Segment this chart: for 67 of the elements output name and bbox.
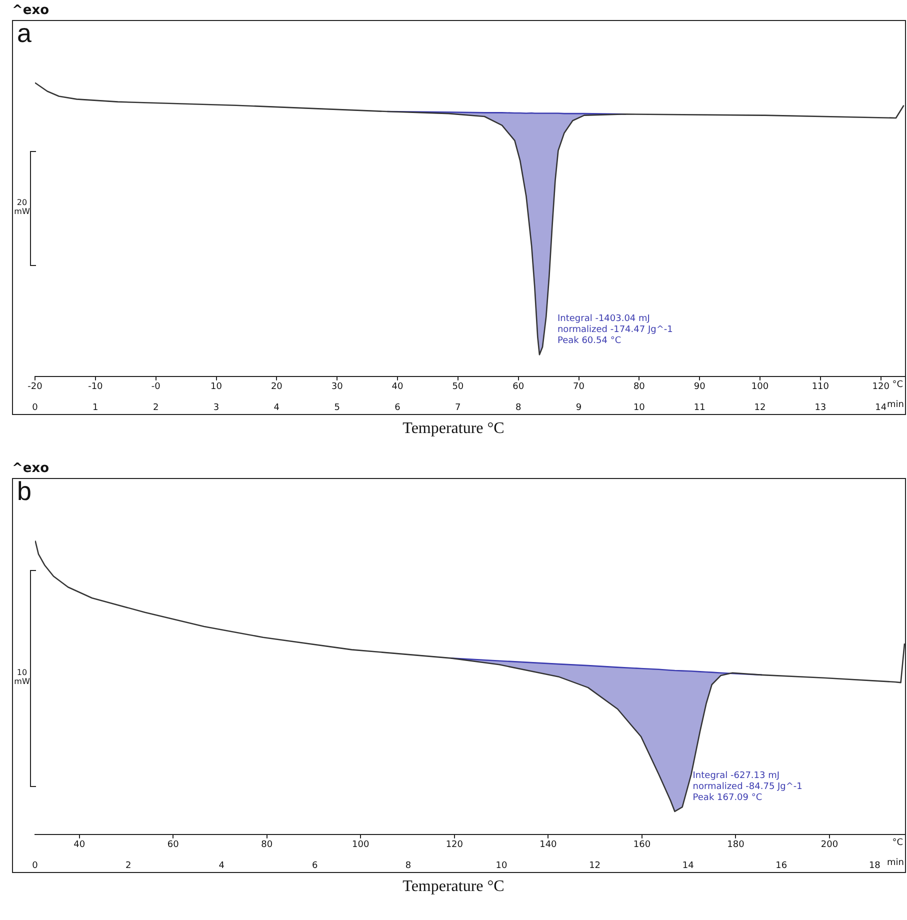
x2-tick-label: 7: [455, 402, 461, 413]
x2-tick-label: 0: [32, 860, 38, 871]
text: min: [887, 858, 904, 868]
text: min: [887, 400, 904, 410]
x2-tick-label: 2: [125, 860, 132, 871]
x-tick-label: 180: [727, 840, 745, 850]
x2-tick-label: 8: [405, 860, 412, 871]
x-tick-label: 40: [74, 840, 86, 850]
x-tick-label: 60: [167, 840, 180, 850]
x2-tick-label: 8: [515, 402, 522, 413]
x-tick-label: 30: [331, 382, 344, 392]
x2-tick-label: 10: [633, 402, 646, 413]
x-tick-label: 60: [512, 382, 524, 392]
x-tick-label: 200: [820, 840, 838, 850]
text: b: [17, 476, 32, 506]
x-tick-label: 100: [352, 840, 370, 850]
x2-tick-label: 13: [814, 402, 826, 413]
text: °C: [892, 838, 903, 848]
x-tick-label: 40: [392, 382, 404, 392]
x2-tick-label: 4: [274, 402, 280, 413]
x2-tick-label: 3: [213, 402, 220, 413]
text: 20 mW: [14, 198, 30, 216]
x-tick-label: 20: [270, 382, 283, 392]
x2-tick-label: 4: [218, 860, 225, 871]
x-tick-label: 140: [540, 840, 558, 850]
x-axis-title: Temperature °C: [402, 420, 506, 438]
x-tick-label: 160: [633, 840, 651, 850]
x-tick-label: 70: [573, 382, 585, 392]
x-tick-label: 50: [452, 382, 464, 392]
x2-tick-label: 11: [694, 402, 706, 413]
x-tick-label: 80: [261, 840, 273, 850]
x-tick-label: 120: [872, 382, 890, 392]
x2-tick-label: 6: [312, 860, 318, 871]
x-tick-label: -10: [88, 382, 104, 392]
annotation: normalized -174.47 Jg^-1: [557, 325, 673, 336]
x-tick-label: 90: [694, 382, 706, 392]
x2-tick-label: 5: [334, 402, 340, 413]
x2-tick-label: 10: [496, 860, 508, 871]
annotation: Peak 167.09 °C: [692, 792, 762, 803]
x-tick-label: -20: [28, 382, 43, 392]
x2-tick-label: 14: [682, 860, 694, 871]
text: ^exo: [12, 3, 50, 18]
x-tick-label: 100: [751, 382, 769, 392]
annotation: Integral -1403.04 mJ: [557, 314, 650, 324]
x2-tick-label: 1: [92, 402, 98, 413]
x2-tick-label: 12: [754, 402, 766, 413]
x-tick-label: 120: [446, 840, 464, 850]
x2-tick-label: 14: [875, 402, 887, 413]
annotation: normalized -84.75 Jg^-1: [692, 782, 802, 792]
text: 10 mW: [14, 668, 30, 686]
annotation: Peak 60.54 °C: [557, 336, 622, 346]
x-tick-label: 10: [210, 382, 222, 392]
x-axis-title: Temperature °C: [402, 878, 506, 896]
x2-tick-label: 18: [868, 860, 881, 871]
x-tick-label: -0: [151, 382, 161, 392]
text: °C: [892, 380, 903, 390]
x-tick-label: 110: [812, 382, 830, 392]
x2-tick-label: 6: [394, 402, 401, 413]
x2-tick-label: 0: [32, 402, 38, 413]
x2-tick-label: 16: [776, 860, 788, 871]
annotation: Integral -627.13 mJ: [692, 770, 780, 781]
text: a: [17, 18, 32, 48]
x2-tick-label: 12: [589, 860, 601, 871]
x2-tick-label: 2: [152, 402, 159, 413]
x-tick-label: 80: [633, 382, 646, 392]
text: ^exo: [12, 461, 50, 476]
x2-tick-label: 9: [576, 402, 582, 413]
